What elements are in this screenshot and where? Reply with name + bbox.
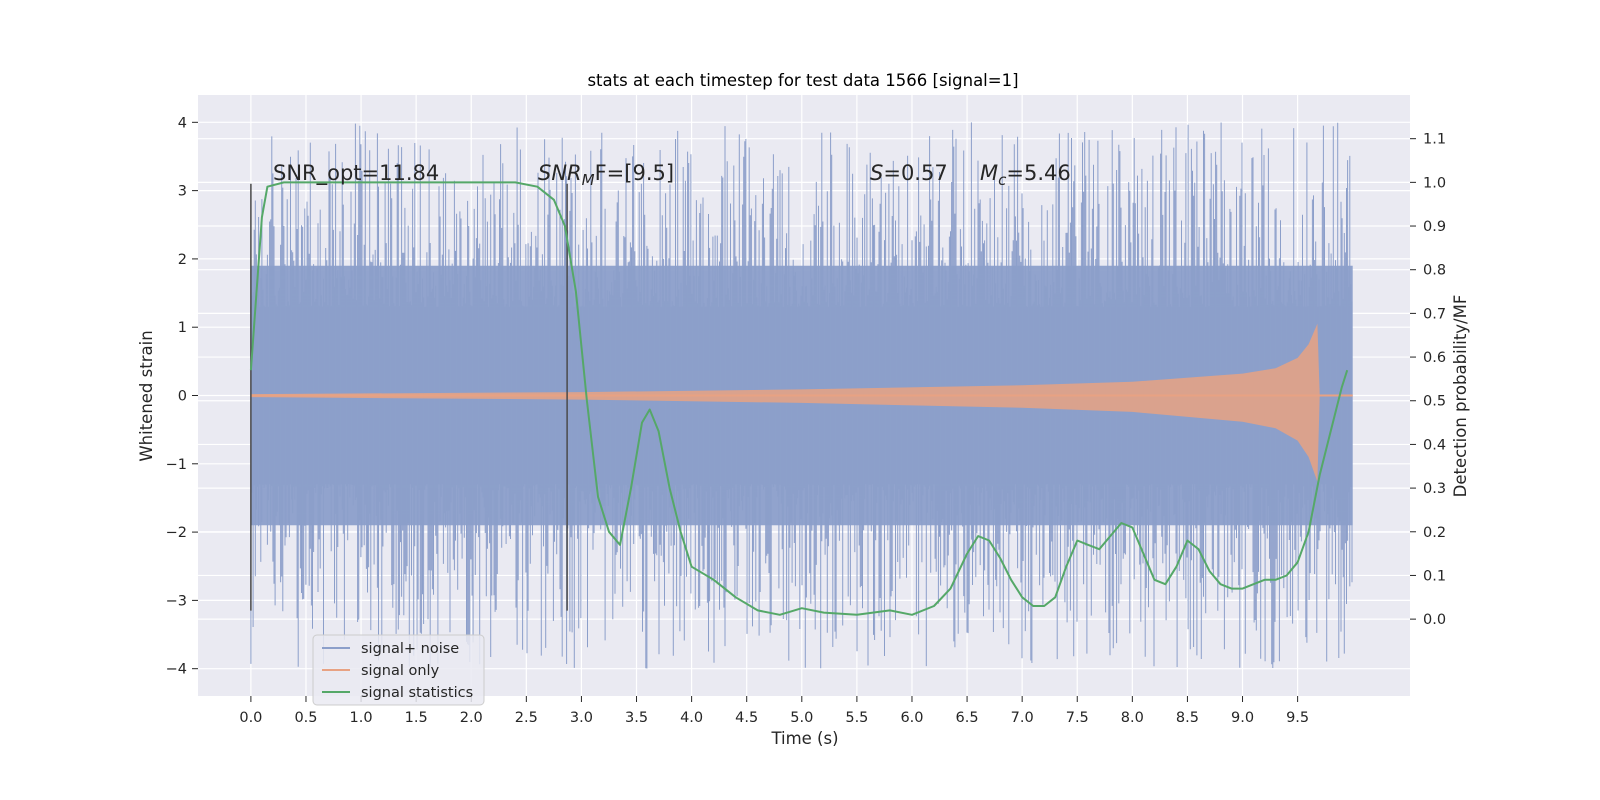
x-tick-label: 4.0 — [680, 710, 703, 726]
y2-tick-label: 0.2 — [1423, 525, 1446, 541]
x-axis-label: Time (s) — [770, 729, 838, 748]
x-tick-label: 9.0 — [1231, 710, 1254, 726]
chirp-envelope — [250, 323, 1320, 482]
y-tick-label: 0 — [178, 389, 187, 405]
y2-tick-label: 0.5 — [1423, 394, 1446, 410]
signal-statistics-line — [249, 181, 1349, 616]
y2-tick-label: 0.3 — [1423, 481, 1446, 497]
x-tick-label: 7.5 — [1066, 710, 1089, 726]
snr-mf-annotation: SNRMF=[9.5] — [538, 161, 674, 189]
x-tick-label: 4.5 — [735, 710, 758, 726]
signal-statistics-series — [249, 181, 1349, 616]
x-tick-label: 0.5 — [294, 710, 317, 726]
x-tick-label: 5.5 — [845, 710, 868, 726]
y-tick-label: −4 — [166, 662, 187, 678]
x-tick-label: 2.0 — [460, 710, 483, 726]
legend: signal+ noise signal only signal statist… — [312, 634, 485, 706]
y-axis-ticks: 4 3 2 1 0 −1 −2 −3 −4 — [166, 115, 198, 678]
vertical-markers — [250, 183, 568, 611]
x-tick-label: 3.0 — [570, 710, 593, 726]
y-axis-label: Whitened strain — [137, 330, 156, 461]
y-tick-label: 3 — [178, 184, 187, 200]
x-tick-label: 6.0 — [900, 710, 923, 726]
y-tick-label: −1 — [166, 457, 187, 473]
snr-opt-annotation: SNR_opt=11.84 — [273, 161, 439, 186]
y2-tick-label: 0.1 — [1423, 568, 1446, 584]
y-tick-label: −3 — [166, 593, 187, 609]
y2-tick-label: 0.7 — [1423, 306, 1446, 322]
y2-axis-label: Detection probability/MF — [1451, 295, 1470, 498]
legend-frame — [312, 634, 485, 706]
x-tick-label: 7.0 — [1011, 710, 1034, 726]
signal-only-series — [250, 323, 1353, 482]
x-tick-label: 8.0 — [1121, 710, 1144, 726]
mc-annotation: Mc=5.46 — [980, 161, 1071, 189]
x-tick-label: 9.5 — [1286, 710, 1309, 726]
legend-label-signal-only: signal only — [361, 663, 440, 679]
x-tick-label: 1.5 — [405, 710, 428, 726]
x-tick-label: 5.0 — [790, 710, 813, 726]
legend-label-signal-noise: signal+ noise — [361, 641, 459, 657]
x-tick-label: 0.0 — [239, 710, 262, 726]
y2-tick-label: 0.8 — [1423, 263, 1446, 279]
legend-label-signal-statistics: signal statistics — [361, 685, 473, 701]
chart-title: stats at each timestep for test data 156… — [587, 71, 1018, 90]
y2-tick-label: 0.6 — [1423, 350, 1446, 366]
x-tick-label: 2.5 — [515, 710, 538, 726]
x-tick-label: 6.5 — [956, 710, 979, 726]
y-tick-label: 2 — [178, 252, 187, 268]
y2-tick-label: 1.0 — [1423, 175, 1446, 191]
y2-tick-label: 0.9 — [1423, 219, 1446, 235]
y2-tick-label: 0.0 — [1423, 612, 1446, 628]
x-tick-label: 1.0 — [350, 710, 373, 726]
x-tick-label: 3.5 — [625, 710, 648, 726]
x-axis-ticks: 0.0 0.5 1.0 1.5 2.0 2.5 3.0 3.5 4.0 4.5 5.0 5.5 6.0 6… — [239, 696, 1309, 726]
x-tick-label: 8.5 — [1176, 710, 1199, 726]
s-annotation: S=0.57 — [870, 161, 948, 185]
y2-tick-label: 0.4 — [1423, 437, 1446, 453]
y2-axis-ticks: 1.1 1.0 0.9 0.8 0.7 0.6 0.5 0.4 0.3 0.2 0.1 0.0 — [1410, 132, 1446, 628]
y-tick-label: −2 — [166, 525, 187, 541]
y-tick-label: 4 — [178, 115, 187, 131]
y-tick-label: 1 — [178, 320, 187, 336]
y2-tick-label: 1.1 — [1423, 132, 1446, 148]
